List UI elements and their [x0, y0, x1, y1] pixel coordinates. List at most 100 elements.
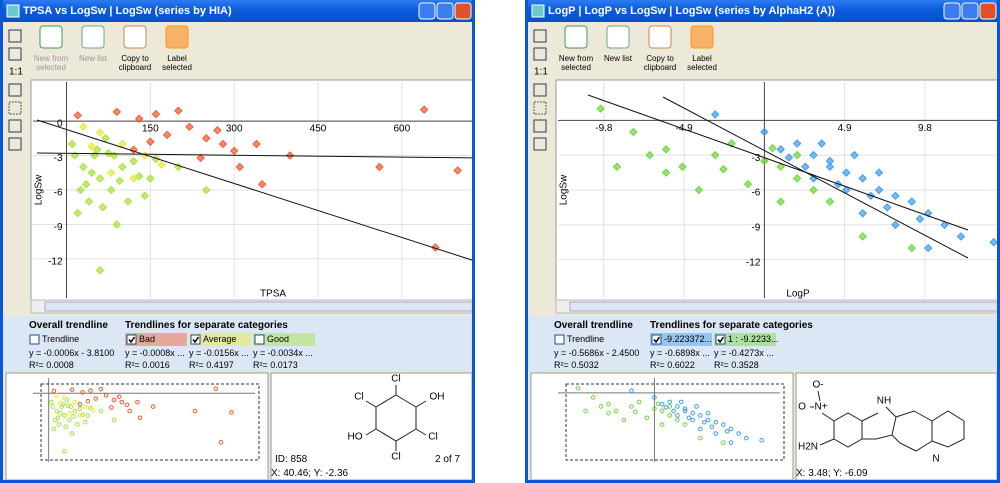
x-axis-label[interactable]: TPSA	[260, 289, 286, 300]
x-axis-label[interactable]: LogP	[786, 289, 810, 300]
button-icon[interactable]	[564, 25, 588, 49]
point	[776, 162, 786, 172]
category-checkbox[interactable]	[126, 334, 137, 345]
toolbar-button[interactable]: Label selected	[687, 54, 717, 72]
tool-icon[interactable]	[8, 137, 22, 151]
toolbar-button[interactable]: Copy to clipboard	[118, 54, 152, 72]
point	[115, 176, 124, 186]
button-icon[interactable]	[165, 25, 189, 49]
x-tick-label: 300	[226, 124, 243, 135]
overview-point	[51, 426, 57, 432]
button-icon[interactable]	[648, 25, 672, 49]
category-equation: y = -0.4273x ...	[714, 348, 774, 358]
toolbar-button[interactable]: New list	[603, 54, 632, 63]
point	[809, 150, 818, 160]
overview-point	[55, 415, 61, 421]
tool-icon[interactable]	[533, 101, 547, 115]
toolbar-button[interactable]: Copy to clipboard	[643, 54, 677, 72]
overview-point	[75, 422, 80, 427]
point	[134, 114, 144, 124]
minimize-button[interactable]	[943, 2, 961, 20]
toolbar-button[interactable]: New from selected	[33, 54, 69, 72]
close-button[interactable]	[979, 2, 997, 20]
point	[134, 171, 144, 181]
point	[73, 208, 82, 218]
y-axis-label[interactable]: LogSw	[34, 174, 45, 205]
tool-icon[interactable]	[8, 101, 22, 115]
category-checkbox[interactable]	[254, 334, 265, 345]
tool-icon[interactable]	[533, 29, 547, 43]
overview-point	[58, 400, 63, 406]
overview-point	[51, 388, 57, 394]
category-equation: y = -0.0156x ...	[189, 348, 249, 358]
viewport-rect	[40, 383, 260, 461]
button-icon[interactable]	[690, 25, 714, 49]
toolbar-button[interactable]: Label selected	[162, 54, 192, 72]
button-icon[interactable]	[123, 25, 147, 49]
maximize-button[interactable]	[436, 2, 454, 20]
toolbar-button[interactable]: New list	[78, 54, 107, 63]
overview-point	[629, 404, 634, 409]
category-checkbox[interactable]	[715, 334, 726, 345]
h-scroll-thumb[interactable]	[569, 301, 997, 312]
point	[213, 126, 222, 135]
category-r2: R²= 0.4197	[189, 360, 234, 370]
tool-icon[interactable]	[533, 119, 547, 133]
zoom-label[interactable]: 1:1	[534, 67, 548, 78]
tool-icon[interactable]	[8, 47, 22, 61]
button-icon[interactable]	[39, 25, 63, 49]
title-bar: LogP | LogP vs LogSw | LogSw (series by …	[528, 0, 997, 22]
overview-point	[119, 399, 125, 405]
overview-point	[192, 408, 198, 414]
overview-point	[575, 386, 581, 391]
overview-point	[701, 419, 707, 425]
toolbar-button[interactable]: New from selected	[558, 54, 594, 72]
zoom-label[interactable]: 1:1	[9, 67, 23, 78]
tool-icon[interactable]	[8, 83, 22, 97]
categories-heading: Trendlines for separate categories	[650, 320, 813, 331]
overall-heading: Overall trendline	[554, 320, 633, 331]
point	[419, 105, 429, 114]
point	[858, 208, 867, 218]
y-axis-label[interactable]: LogSw	[559, 174, 570, 205]
point	[93, 145, 102, 155]
h-scroll-thumb[interactable]	[44, 301, 472, 312]
point	[850, 150, 859, 160]
button-icon[interactable]	[606, 25, 630, 49]
overall-checkbox[interactable]	[554, 334, 565, 345]
atom-label: O-	[812, 380, 823, 391]
button-icon[interactable]	[81, 25, 105, 49]
overview-point	[71, 414, 76, 419]
x-tick-label: 4.9	[838, 123, 852, 134]
tool-icon[interactable]	[533, 47, 547, 61]
point	[956, 232, 966, 241]
point	[101, 134, 110, 143]
overview-point	[54, 408, 59, 414]
overall-checkbox[interactable]	[29, 334, 40, 345]
overview-point	[218, 440, 224, 445]
point	[719, 164, 728, 174]
point	[710, 150, 720, 160]
point	[375, 162, 384, 172]
point	[174, 106, 183, 115]
overview-point	[721, 422, 726, 427]
minimize-button[interactable]	[418, 2, 436, 20]
overall-label: Trendline	[567, 334, 605, 344]
tool-icon[interactable]	[533, 137, 547, 151]
x-tick-label: -9.8	[595, 123, 613, 134]
overview-point	[659, 408, 665, 414]
tool-icon[interactable]	[533, 83, 547, 97]
overview-point	[68, 404, 74, 409]
category-r2: R²= 0.0173	[253, 360, 298, 370]
point	[825, 197, 835, 206]
tool-icon[interactable]	[8, 119, 22, 133]
category-checkbox[interactable]	[190, 334, 201, 345]
overview-point	[728, 426, 734, 432]
overview-point	[644, 415, 650, 421]
maximize-button[interactable]	[961, 2, 979, 20]
category-checkbox[interactable]	[651, 334, 662, 345]
close-button[interactable]	[454, 2, 472, 20]
tool-icon[interactable]	[8, 29, 22, 43]
point	[874, 168, 884, 177]
point	[252, 139, 261, 149]
